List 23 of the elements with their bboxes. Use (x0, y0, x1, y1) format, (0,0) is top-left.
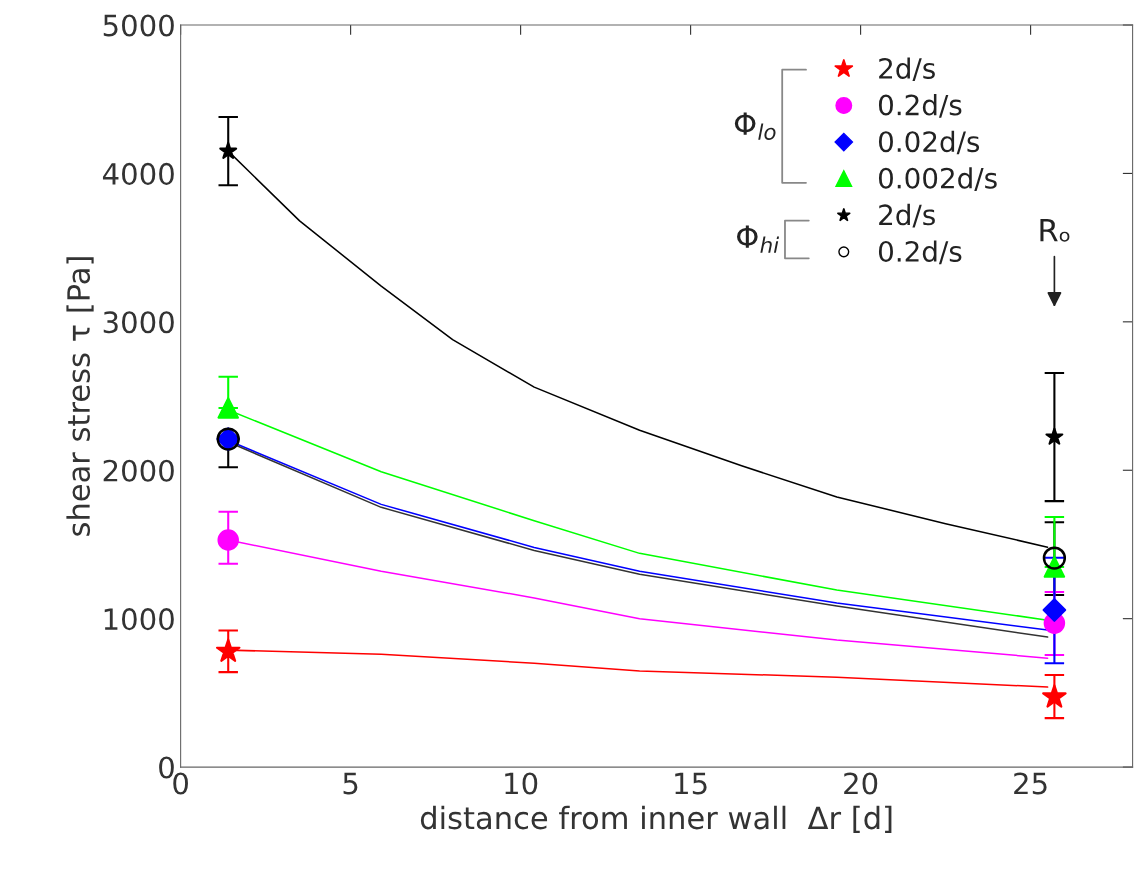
legend-label: 0.2d/s (878, 240, 962, 265)
x-tick-label: 15 (675, 772, 707, 795)
y-tick-label: 5000 (103, 14, 174, 37)
annotation: Φ$_{lo}$ (734, 112, 776, 141)
legend-label: 0.2d/s (878, 94, 962, 118)
y-tick-label: 0 (159, 756, 174, 779)
y-tick-label: 1000 (104, 608, 174, 631)
annotation: Φ$_{hi}$ (737, 225, 780, 253)
legend-label: 2d/s (879, 203, 935, 228)
y-tick-label: 4000 (102, 162, 174, 185)
legend-label: 0.002d/s (878, 167, 997, 191)
x-tick-label: 5 (343, 772, 358, 795)
y-tick-label: 3000 (103, 311, 174, 334)
x-tick-label: 10 (505, 772, 538, 795)
y-tick-label: 2000 (103, 459, 174, 482)
x-axis-title: distance from inner wall Δr [d] (420, 805, 892, 833)
legend-label: 0.02d/s (878, 130, 980, 155)
annotation: Rₒ (1040, 219, 1070, 242)
x-tick-label: 20 (844, 772, 878, 795)
x-tick-label: 25 (1014, 772, 1047, 795)
x-tick-label: 0 (173, 772, 188, 795)
y-axis-title: shear stress τ [Pa] (66, 257, 94, 536)
legend-label: 2d/s (879, 57, 935, 82)
